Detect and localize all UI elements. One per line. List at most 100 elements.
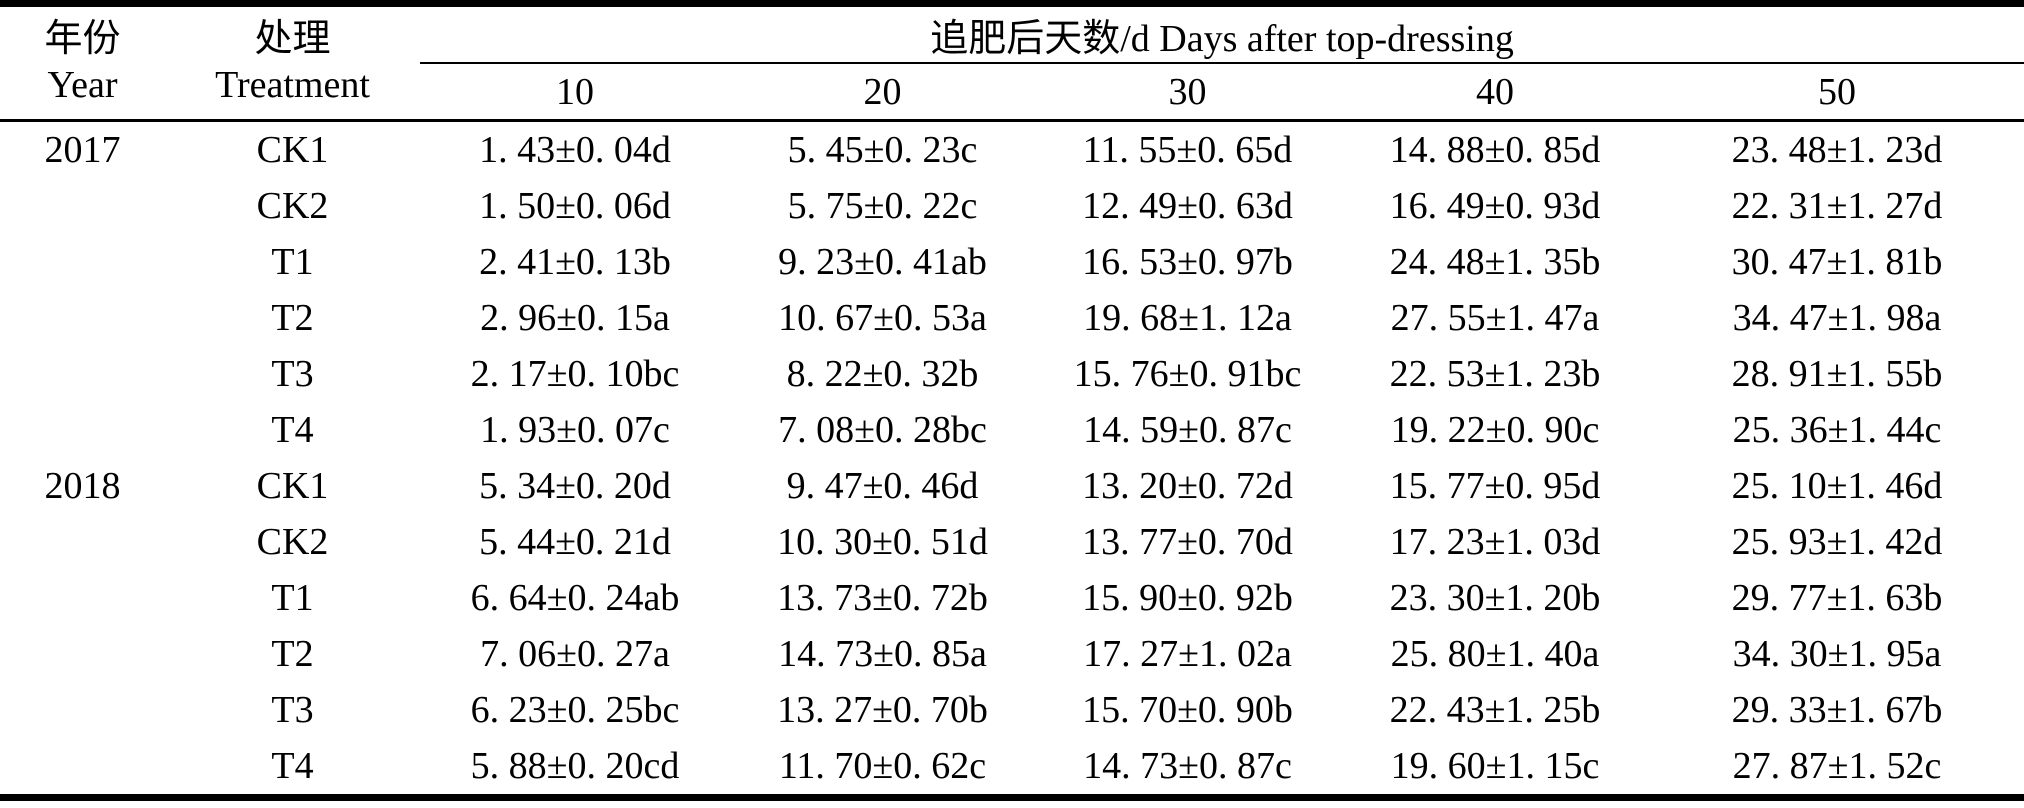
treatment-cell: CK1 <box>256 129 329 171</box>
treatment-cell: T2 <box>271 633 314 675</box>
value-cell: 10. 67±0. 53a <box>778 297 987 339</box>
value-cell: 22. 53±1. 23b <box>1389 353 1601 395</box>
value-cell: 19. 68±1. 12a <box>1083 297 1292 339</box>
value-cell: 2. 41±0. 13b <box>479 241 671 283</box>
value-cell: 24. 48±1. 35b <box>1389 241 1601 283</box>
value-cell: 2. 96±0. 15a <box>480 297 670 339</box>
treatment-cell: T1 <box>271 577 314 619</box>
year-cell <box>0 570 165 626</box>
value-cell: 14. 73±0. 85a <box>778 633 987 675</box>
value-cell: 15. 76±0. 91bc <box>1073 353 1302 395</box>
value-cell: 16. 53±0. 97b <box>1082 241 1293 283</box>
treatment-cell: T4 <box>271 409 314 451</box>
year-cell <box>0 738 165 798</box>
treatment-cell: T1 <box>271 241 314 283</box>
value-cell: 13. 27±0. 70b <box>777 689 988 731</box>
table-row: T1 2. 41±0. 13b 9. 23±0. 41ab 16. 53±0. 97b… <box>0 234 2024 290</box>
day-40-header: 40 <box>1340 63 1650 122</box>
treatment-cell: CK2 <box>256 521 329 563</box>
value-cell: 13. 77±0. 70d <box>1082 521 1293 563</box>
value-cell: 27. 87±1. 52c <box>1732 745 1942 787</box>
value-cell: 1. 43±0. 04d <box>479 129 671 171</box>
value-cell: 23. 48±1. 23d <box>1731 129 1943 171</box>
value-cell: 15. 70±0. 90b <box>1082 689 1293 731</box>
value-cell: 30. 47±1. 81b <box>1731 241 1943 283</box>
value-cell: 9. 23±0. 41ab <box>778 241 987 283</box>
value-cell: 5. 34±0. 20d <box>479 465 671 507</box>
table-row: T4 1. 93±0. 07c 7. 08±0. 28bc 14. 59±0. 87c… <box>0 402 2024 458</box>
value-cell: 22. 31±1. 27d <box>1731 185 1943 227</box>
value-cell: 5. 75±0. 22c <box>787 185 978 227</box>
year-cell <box>0 178 165 234</box>
treatment-column-header: 处理 Treatment <box>165 3 420 122</box>
value-cell: 34. 30±1. 95a <box>1732 633 1942 675</box>
value-cell: 14. 59±0. 87c <box>1083 409 1292 451</box>
value-cell: 15. 90±0. 92b <box>1082 577 1293 619</box>
value-cell: 13. 20±0. 72d <box>1082 465 1293 507</box>
day-20-header: 20 <box>730 63 1035 122</box>
value-cell: 27. 55±1. 47a <box>1390 297 1600 339</box>
year-header-zh: 年份 <box>44 18 121 61</box>
day-30-header: 30 <box>1035 63 1340 122</box>
value-cell: 2. 17±0. 10bc <box>470 353 680 395</box>
table-row: T1 6. 64±0. 24ab 13. 73±0. 72b 15. 90±0. 92… <box>0 570 2024 626</box>
value-cell: 25. 93±1. 42d <box>1731 521 1943 563</box>
year-cell <box>0 290 165 346</box>
value-cell: 13. 73±0. 72b <box>777 577 988 619</box>
value-cell: 7. 08±0. 28bc <box>778 409 987 451</box>
days-group-header: 追肥后天数/d Days after top-dressing <box>420 3 2024 64</box>
value-cell: 7. 06±0. 27a <box>480 633 670 675</box>
value-cell: 29. 33±1. 67b <box>1731 689 1943 731</box>
value-cell: 12. 49±0. 63d <box>1082 185 1293 227</box>
year-header-en: Year <box>47 64 118 106</box>
table-row: T4 5. 88±0. 20cd 11. 70±0. 62c 14. 73±0. 87… <box>0 738 2024 798</box>
value-cell: 28. 91±1. 55b <box>1731 353 1943 395</box>
value-cell: 22. 43±1. 25b <box>1389 689 1601 731</box>
treatment-header-zh: 处理 <box>254 18 331 61</box>
value-cell: 9. 47±0. 46d <box>786 465 979 507</box>
value-cell: 10. 30±0. 51d <box>777 521 988 563</box>
table-row: CK2 5. 44±0. 21d 10. 30±0. 51d 13. 77±0. 70… <box>0 514 2024 570</box>
value-cell: 6. 64±0. 24ab <box>470 577 680 619</box>
header-row-2: 10 20 30 40 50 <box>0 63 2024 122</box>
value-cell: 34. 47±1. 98a <box>1732 297 1942 339</box>
value-cell: 5. 44±0. 21d <box>479 521 671 563</box>
value-cell: 25. 36±1. 44c <box>1732 409 1942 451</box>
value-cell: 15. 77±0. 95d <box>1389 465 1601 507</box>
treatment-header-en: Treatment <box>215 64 370 106</box>
value-cell: 5. 45±0. 23c <box>787 129 978 171</box>
treatment-cell: T3 <box>271 689 314 731</box>
value-cell: 23. 30±1. 20b <box>1389 577 1601 619</box>
treatment-cell: T2 <box>271 297 314 339</box>
treatment-cell: CK2 <box>256 185 329 227</box>
value-cell: 19. 60±1. 15c <box>1390 745 1600 787</box>
treatment-cell: T4 <box>271 745 314 787</box>
table-row: 2017 CK1 1. 43±0. 04d 5. 45±0. 23c 11. 55±0.… <box>0 121 2024 179</box>
treatment-cell: T3 <box>271 353 314 395</box>
table-body: 2017 CK1 1. 43±0. 04d 5. 45±0. 23c 11. 55±0.… <box>0 121 2024 798</box>
value-cell: 1. 50±0. 06d <box>479 185 671 227</box>
value-cell: 1. 93±0. 07c <box>480 409 670 451</box>
table-row: CK2 1. 50±0. 06d 5. 75±0. 22c 12. 49±0. 63d… <box>0 178 2024 234</box>
year-column-header: 年份 Year <box>0 3 165 122</box>
value-cell: 8. 22±0. 32b <box>786 353 979 395</box>
year-cell <box>0 514 165 570</box>
year-cell <box>0 402 165 458</box>
year-cell <box>0 346 165 402</box>
year-cell <box>0 682 165 738</box>
table-row: T3 2. 17±0. 10bc 8. 22±0. 32b 15. 76±0. 91b… <box>0 346 2024 402</box>
value-cell: 17. 27±1. 02a <box>1083 633 1292 675</box>
value-cell: 11. 70±0. 62c <box>778 745 987 787</box>
table-row: T2 2. 96±0. 15a 10. 67±0. 53a 19. 68±1. 12a… <box>0 290 2024 346</box>
header-row-1: 年份 Year 处理 Treatment 追肥后天数/d Days after … <box>0 3 2024 122</box>
value-cell: 5. 88±0. 20cd <box>470 745 680 787</box>
value-cell: 11. 55±0. 65d <box>1082 129 1293 171</box>
value-cell: 25. 10±1. 46d <box>1731 465 1943 507</box>
value-cell: 17. 23±1. 03d <box>1389 521 1601 563</box>
table-row: 2018 CK1 5. 34±0. 20d 9. 47±0. 46d 13. 20±0.… <box>0 458 2024 514</box>
day-10-header: 10 <box>420 63 730 122</box>
day-50-header: 50 <box>1650 63 2024 122</box>
year-cell: 2017 <box>44 129 121 171</box>
